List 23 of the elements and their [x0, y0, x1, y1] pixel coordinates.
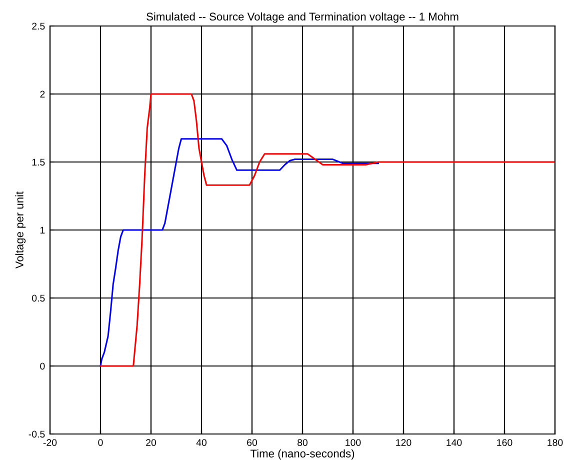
x-tick-label: 120 — [396, 439, 412, 446]
chart-title: Simulated -- Source Voltage and Termination voltage -- 1 Mohm — [146, 12, 458, 23]
y-tick-label: 2 — [40, 90, 45, 98]
x-tick-label: -20 — [43, 439, 57, 446]
y-tick-label: 2.5 — [32, 22, 45, 30]
y-tick-label: 1 — [40, 226, 45, 234]
y-axis-title: Voltage per unit — [15, 191, 26, 269]
x-tick-label: 180 — [548, 439, 563, 446]
y-tick-label: 0.5 — [32, 294, 45, 302]
x-axis-title: Time (nano-seconds) — [250, 449, 354, 460]
x-tick-label: 40 — [196, 439, 207, 446]
x-tick-label: 80 — [298, 439, 308, 446]
x-tick-label: 140 — [446, 439, 462, 446]
x-tick-label: 160 — [497, 439, 512, 446]
x-tick-label: 100 — [346, 439, 361, 446]
line-series — [100, 93, 555, 367]
line-series — [100, 138, 380, 367]
x-tick-label: 0 — [98, 439, 103, 446]
y-tick-label: -0.5 — [28, 430, 45, 438]
x-tick-label: 20 — [146, 439, 156, 446]
x-tick-label: 60 — [247, 439, 258, 446]
y-tick-label: 1.5 — [32, 158, 45, 166]
y-tick-label: 0 — [40, 362, 45, 370]
